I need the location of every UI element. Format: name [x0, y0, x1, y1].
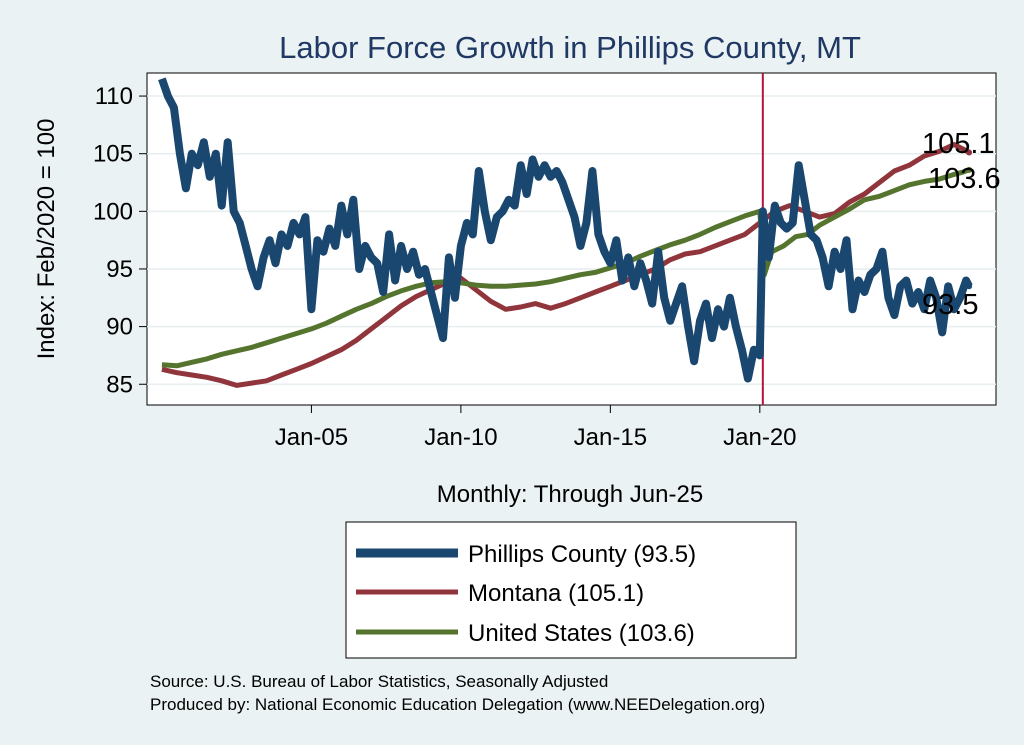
- legend: Phillips County (93.5) Montana (105.1) U…: [345, 521, 797, 659]
- series-line-montana: [161, 142, 971, 388]
- y-tick-label-100: 100: [93, 198, 133, 225]
- series-line-united-states: [161, 167, 970, 369]
- y-tick-label-90: 90: [106, 314, 133, 341]
- chart-title: Labor Force Growth in Phillips County, M…: [279, 30, 861, 65]
- series-endpoint-montana: [966, 149, 973, 156]
- series-layer: [158, 77, 973, 388]
- end-label-phillips: 93.5: [922, 289, 978, 321]
- x-tick-label-jan-15: Jan-15: [574, 424, 647, 451]
- y-tick-label-85: 85: [106, 371, 133, 398]
- producer-note: Produced by: National Economic Education…: [150, 695, 765, 714]
- legend-label-montana: Montana (105.1): [468, 580, 644, 607]
- x-tick-label-jan-05: Jan-05: [275, 424, 348, 451]
- x-axis-title: Monthly: Through Jun-25: [437, 481, 703, 508]
- series-endpoint-phillips-county: [966, 283, 973, 290]
- y-axis-title: Index: Feb/2020 = 100: [33, 119, 60, 360]
- end-label-montana: 105.1: [922, 128, 995, 160]
- x-tick-label-jan-20: Jan-20: [723, 424, 796, 451]
- x-axis: Jan-05 Jan-10 Jan-15 Jan-20: [275, 405, 797, 451]
- source-note: Source: U.S. Bureau of Labor Statistics,…: [150, 672, 608, 691]
- y-axis: 85 90 95 100 105 110: [93, 83, 147, 398]
- series-line-phillips-county: [158, 77, 973, 383]
- y-tick-label-110: 110: [95, 83, 133, 110]
- legend-label-phillips: Phillips County (93.5): [468, 541, 696, 568]
- legend-label-united-states: United States (103.6): [468, 620, 695, 647]
- y-tick-label-105: 105: [93, 141, 133, 168]
- plot-area: [146, 72, 997, 406]
- x-tick-label-jan-10: Jan-10: [424, 424, 497, 451]
- y-tick-label-95: 95: [106, 256, 133, 283]
- series-endpoint-united-states: [966, 166, 973, 173]
- end-label-united-states: 103.6: [928, 163, 1001, 195]
